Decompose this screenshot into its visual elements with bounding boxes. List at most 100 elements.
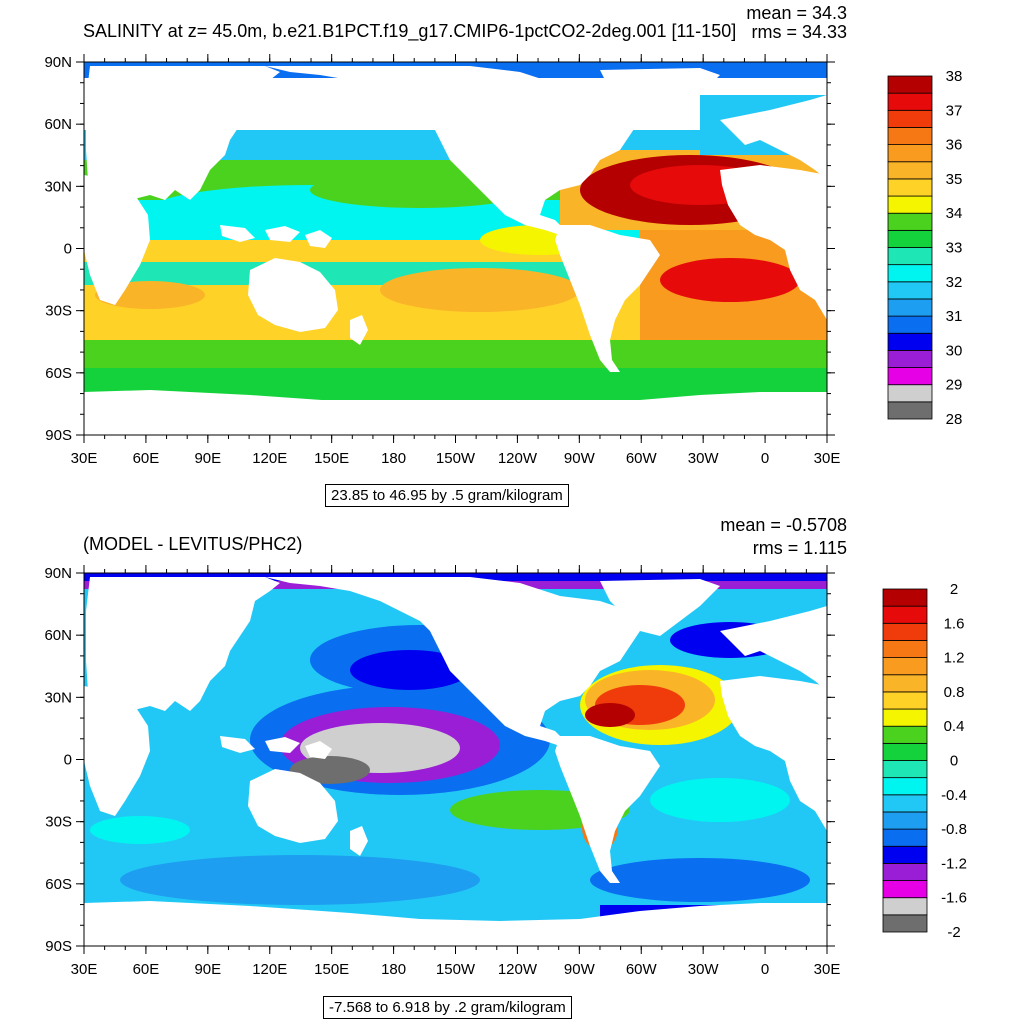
- cb1-label: 36: [946, 137, 963, 154]
- axis-labels: 90N 60N 30N 0 30S 60S 90S 30E 60E 90E 120E 150E 180 1…: [44, 54, 840, 978]
- panel1-range-box: 23.85 to 46.95 by .5 gram/kilogram: [325, 484, 569, 507]
- panel2-lat-label: 60N: [44, 627, 72, 644]
- cb1-label: 28: [946, 411, 963, 428]
- cb2-label: 0: [950, 753, 958, 770]
- panel2-lat-label: 30S: [45, 814, 72, 831]
- cb2-swatch: [882, 657, 928, 676]
- cb2-swatch: [882, 588, 928, 607]
- cb2-swatch: [882, 897, 928, 916]
- axis-ticks: [76, 54, 835, 954]
- cb1-swatch: [887, 144, 933, 163]
- cb2-swatch: [882, 742, 928, 761]
- cb2-label: 1.6: [944, 615, 965, 632]
- panel1-lon-label: 60W: [626, 450, 658, 467]
- panel2-map: [83, 572, 828, 947]
- cb1-label: 30: [946, 342, 963, 359]
- panel1-lon-label: 180: [381, 450, 406, 467]
- cb1-swatch: [887, 281, 933, 300]
- panel1-lat-label: 90N: [44, 54, 72, 71]
- cb1-label: 35: [946, 171, 963, 188]
- cb2-swatch: [882, 622, 928, 641]
- panel2-lon-label: 120W: [498, 961, 538, 978]
- cb1-swatch: [887, 212, 933, 231]
- cb1-swatch: [887, 229, 933, 248]
- panel2-lat-label: 30N: [44, 689, 72, 706]
- panel1-map: [83, 61, 828, 436]
- cb2-swatch: [882, 691, 928, 710]
- cb1-label: 31: [946, 308, 963, 325]
- cb1-swatch: [887, 109, 933, 128]
- panel1-lat-label: 90S: [45, 427, 72, 444]
- panel1-lon-label: 30W: [688, 450, 720, 467]
- panel2-lat-label: 60S: [45, 876, 72, 893]
- panel1-lat-label: 0: [64, 241, 72, 258]
- panel1-lat-label: 30S: [45, 303, 72, 320]
- panel2-lon-label: 60E: [133, 961, 160, 978]
- panel1-lon-label: 120W: [498, 450, 538, 467]
- panel2-lon-label: 60W: [626, 961, 658, 978]
- cb1-label: 33: [946, 240, 963, 257]
- cb1-swatch: [887, 247, 933, 266]
- cb1-label: 34: [946, 205, 963, 222]
- panel2-lon-label: 90E: [194, 961, 221, 978]
- cb2-label: 0.4: [944, 718, 965, 735]
- panel1-title: SALINITY at z= 45.0m, b.e21.B1PCT.f19_g1…: [83, 21, 737, 41]
- cb1-swatch: [887, 315, 933, 334]
- cb1-label: 32: [946, 274, 963, 291]
- cb2-label: -0.8: [941, 821, 967, 838]
- cb1-swatch: [887, 127, 933, 145]
- cb1-swatch: [887, 92, 933, 111]
- cb2-label: -2: [947, 924, 960, 941]
- panel2-lon-label: 150W: [436, 961, 476, 978]
- cb2-swatch: [882, 777, 928, 796]
- panel1-lat-label: 30N: [44, 178, 72, 195]
- cb1-swatch: [887, 75, 933, 94]
- cb2-label: -0.4: [941, 787, 967, 804]
- panel1-lon-label: 90E: [194, 450, 221, 467]
- panel2-lon-label: 30W: [688, 961, 720, 978]
- cb2-swatch: [882, 914, 928, 933]
- panel2-lat-label: 90N: [44, 565, 72, 582]
- panel1-lon-label: 30E: [814, 450, 841, 467]
- panel1-lon-label: 120E: [252, 450, 287, 467]
- cb2-label: 2: [950, 581, 958, 598]
- cb2-swatch: [882, 845, 928, 864]
- cb2-swatch: [882, 708, 928, 727]
- cb1-label: 37: [946, 102, 963, 119]
- panel2-lat-label: 0: [64, 752, 72, 769]
- panel1-lon-label: 150W: [436, 450, 476, 467]
- cb1-swatch: [887, 349, 933, 368]
- panel1-rms: rms = 34.33: [751, 22, 847, 42]
- cb1-swatch: [887, 401, 933, 420]
- panel1-lon-label: 90W: [564, 450, 596, 467]
- panel2-range-box: -7.568 to 6.918 by .2 gram/kilogram: [323, 996, 572, 1019]
- cb2-swatch: [882, 605, 928, 624]
- cb1-swatch: [887, 384, 933, 403]
- panel1-lon-label: 60E: [133, 450, 160, 467]
- panel2-title: (MODEL - LEVITUS/PHC2): [83, 534, 303, 554]
- cb1-swatch: [887, 264, 933, 283]
- panel2-lon-label: 150E: [314, 961, 349, 978]
- cb2-swatch: [882, 794, 928, 813]
- cb2-swatch: [882, 640, 928, 659]
- cb2-swatch: [882, 863, 928, 881]
- cb1-swatch: [887, 298, 933, 317]
- panel1-lat-label: 60S: [45, 365, 72, 382]
- cb2-label: 1.2: [944, 650, 965, 667]
- panel1-lon-label: 30E: [71, 450, 98, 467]
- panel2-mean: mean = -0.5708: [720, 515, 847, 535]
- cb1-swatch: [887, 332, 933, 351]
- panel1-lat-label: 60N: [44, 116, 72, 133]
- cb2-swatch: [882, 674, 928, 693]
- cb1-label: 38: [946, 68, 963, 85]
- cb2-label: -1.2: [941, 855, 967, 872]
- panel1-mean: mean = 34.3: [746, 3, 847, 23]
- panel2-lon-label: 30E: [71, 961, 98, 978]
- panel2-colorbar: 2 1.6 1.2 0.8 0.4 0 -0.4 -0.8 -1.2 -1.6 -2: [882, 581, 967, 941]
- cb2-swatch: [882, 760, 928, 779]
- panel2-lon-label: 90W: [564, 961, 596, 978]
- cb1-swatch: [887, 367, 933, 386]
- panel2-lon-label: 30E: [814, 961, 841, 978]
- cb2-label: 0.8: [944, 684, 965, 701]
